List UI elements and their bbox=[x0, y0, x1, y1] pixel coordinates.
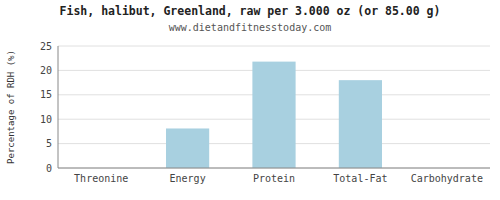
x-tick-label: Protein bbox=[253, 173, 295, 184]
x-tick-label: Threonine bbox=[74, 173, 128, 184]
y-axis-label: Percentage of RDH (%) bbox=[6, 50, 16, 164]
y-tick-label: 25 bbox=[40, 41, 52, 52]
grid-line bbox=[58, 46, 490, 47]
x-tick-label: Total-Fat bbox=[333, 173, 387, 184]
bar bbox=[252, 62, 295, 168]
x-axis-line bbox=[58, 168, 490, 169]
chart-svg: Fish, halibut, Greenland, raw per 3.000 … bbox=[0, 0, 500, 200]
y-tick-label: 0 bbox=[46, 163, 52, 174]
bar bbox=[339, 80, 382, 168]
grid-line bbox=[58, 168, 490, 169]
page: {"chart_data": {"type": "bar", "title": … bbox=[0, 0, 500, 200]
y-tick-label: 20 bbox=[40, 65, 52, 76]
grid bbox=[58, 46, 490, 168]
x-tick-label: Energy bbox=[170, 173, 206, 184]
bars bbox=[166, 62, 382, 168]
chart-container: Fish, halibut, Greenland, raw per 3.000 … bbox=[0, 0, 500, 200]
subtitle: www.dietandfitnesstoday.com bbox=[169, 22, 332, 33]
y-tick-label: 10 bbox=[40, 114, 52, 125]
y-tick-label: 5 bbox=[46, 138, 52, 149]
y-axis-line bbox=[58, 46, 59, 168]
bar bbox=[166, 128, 209, 168]
y-tick-label: 15 bbox=[40, 89, 52, 100]
x-tick-label: Carbohydrate bbox=[411, 173, 483, 184]
title: Fish, halibut, Greenland, raw per 3.000 … bbox=[60, 4, 441, 18]
